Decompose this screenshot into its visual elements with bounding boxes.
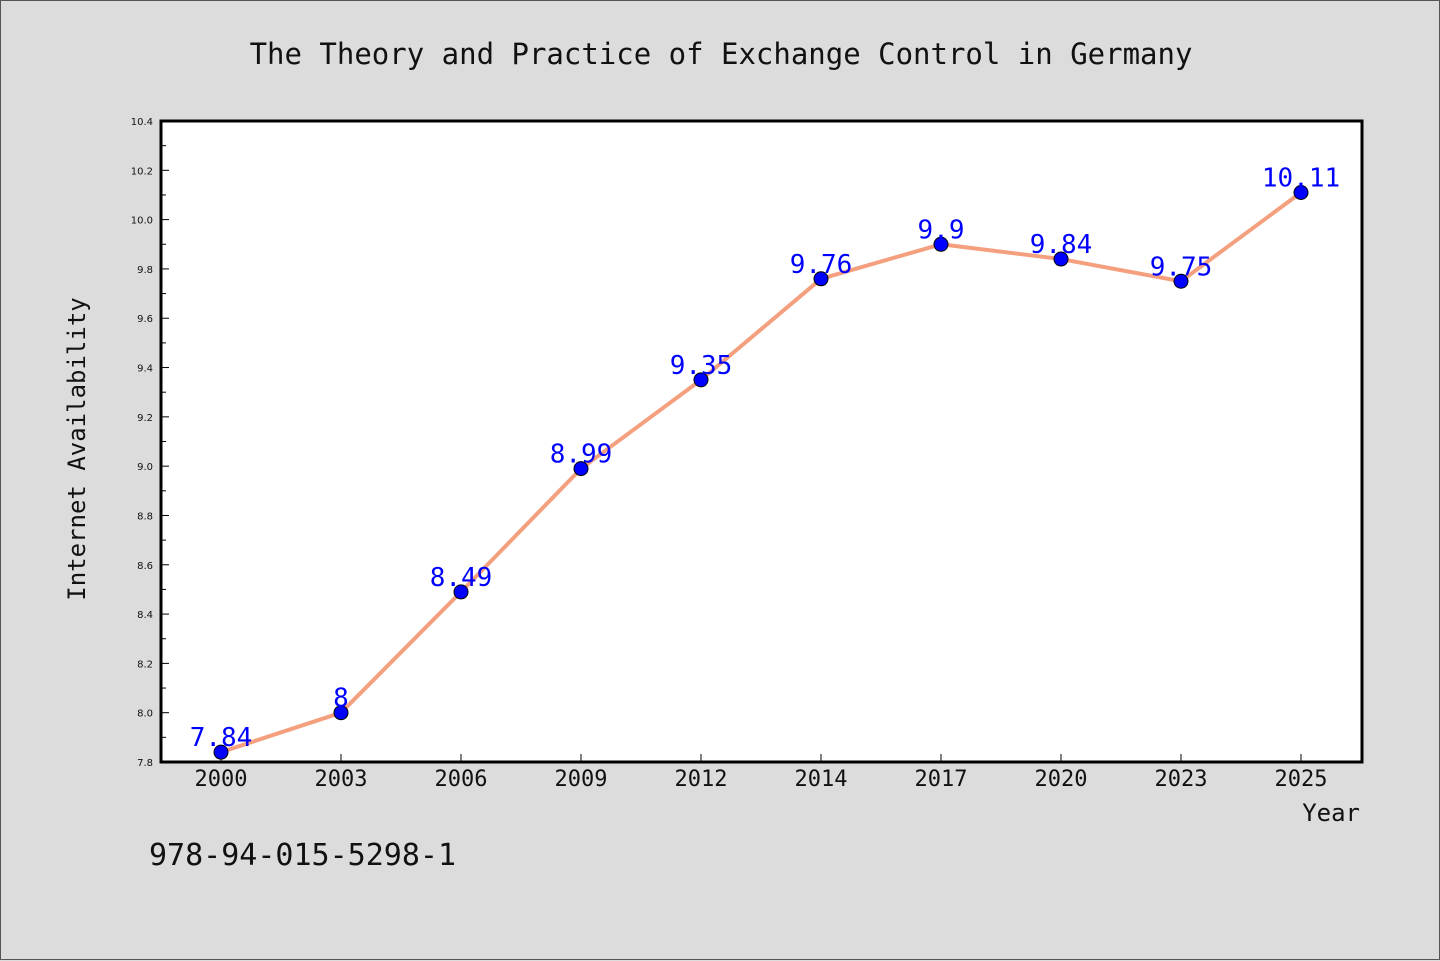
y-tick-label: 8.6 bbox=[137, 561, 153, 572]
data-label: 9.9 bbox=[918, 215, 965, 245]
y-tick-label: 9.2 bbox=[137, 413, 153, 424]
x-tick-label: 2025 bbox=[1275, 767, 1328, 792]
data-label: 10.11 bbox=[1262, 163, 1340, 193]
y-tick-label: 9.6 bbox=[137, 314, 153, 325]
x-axis-label: Year bbox=[1302, 799, 1360, 827]
data-label: 9.75 bbox=[1150, 252, 1213, 282]
x-tick-label: 2009 bbox=[555, 767, 608, 792]
data-point bbox=[693, 372, 709, 388]
y-tick-label: 7.8 bbox=[137, 758, 153, 769]
data-point bbox=[933, 236, 949, 252]
data-point bbox=[1053, 251, 1069, 267]
y-tick-label: 10.0 bbox=[131, 216, 153, 227]
data-point bbox=[333, 705, 349, 721]
data-label: 9.84 bbox=[1030, 230, 1093, 260]
x-axis-ticks: 2000 2003 2006 2009 2012 2014 2017 2020 2023 2025 bbox=[195, 754, 1328, 792]
y-tick-label: 8.8 bbox=[137, 511, 153, 522]
data-label: 7.84 bbox=[190, 723, 253, 753]
data-point bbox=[1173, 273, 1189, 289]
plot-area bbox=[159, 119, 1364, 764]
y-tick-label: 8.2 bbox=[137, 659, 153, 670]
isbn-text: 978-94-015-5298-1 bbox=[149, 838, 456, 873]
x-tick-label: 2003 bbox=[315, 767, 368, 792]
data-point bbox=[813, 271, 829, 287]
y-tick-label: 9.0 bbox=[137, 462, 153, 473]
data-label: 8.49 bbox=[430, 563, 493, 593]
data-point bbox=[573, 461, 589, 477]
y-tick-label: 9.8 bbox=[137, 265, 153, 276]
data-point bbox=[213, 744, 229, 760]
y-axis-ticks: 7.8 8.0 8.2 8.4 8.6 8.8 9.0 9.2 9.4 9.6 9.8 10.0 10.… bbox=[131, 117, 169, 769]
y-tick-label: 8.0 bbox=[137, 709, 153, 720]
y-tick-label: 10.4 bbox=[131, 117, 153, 128]
series-group: 7.84 8 8.49 8.99 9.35 9.76 9.9 9.84 9.75 10.11 bbox=[190, 163, 1340, 760]
data-label: 9.35 bbox=[670, 351, 733, 381]
y-tick-label: 9.4 bbox=[137, 364, 153, 375]
data-point bbox=[453, 584, 469, 600]
x-tick-label: 2023 bbox=[1155, 767, 1208, 792]
x-tick-label: 2006 bbox=[435, 767, 488, 792]
x-tick-label: 2012 bbox=[675, 767, 728, 792]
x-tick-label: 2014 bbox=[795, 767, 848, 792]
data-label: 8 bbox=[333, 684, 349, 714]
y-tick-label: 10.2 bbox=[131, 166, 153, 177]
y-tick-label: 8.4 bbox=[137, 610, 153, 621]
y-axis-label: Internet Availability bbox=[63, 297, 91, 600]
x-tick-label: 2017 bbox=[915, 767, 968, 792]
chart-title: The Theory and Practice of Exchange Cont… bbox=[250, 37, 1193, 71]
data-point bbox=[1293, 184, 1309, 200]
series-line bbox=[219, 190, 1303, 755]
x-tick-label: 2000 bbox=[195, 767, 248, 792]
data-label: 8.99 bbox=[550, 440, 613, 470]
x-tick-label: 2020 bbox=[1035, 767, 1088, 792]
data-label: 9.76 bbox=[790, 250, 853, 280]
